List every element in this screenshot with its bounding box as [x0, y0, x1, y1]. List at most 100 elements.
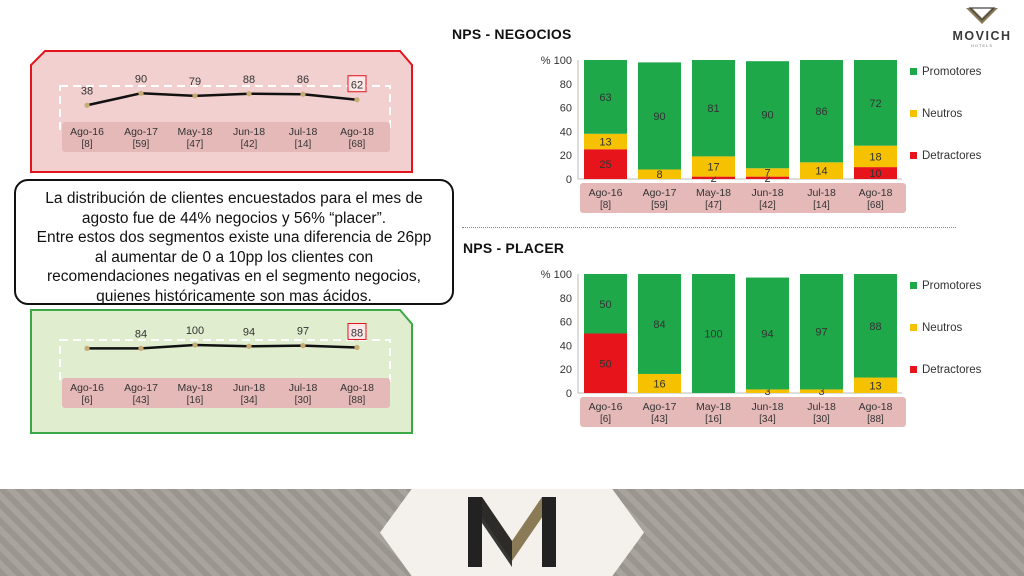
- bar-value-label: 84: [653, 319, 665, 331]
- bar-value-label: 72: [869, 98, 881, 110]
- y-tick-label: 0: [566, 174, 572, 186]
- y-tick-label: 80: [560, 293, 572, 305]
- sample-size-label: [42]: [759, 200, 776, 211]
- nps-point: [84, 102, 90, 108]
- y-tick-label: 40: [560, 126, 572, 138]
- sample-size-label: [43]: [651, 414, 668, 425]
- sample-size-label: [88]: [867, 414, 884, 425]
- bar-segment-detractores: [584, 149, 627, 179]
- negocios-panel-frame: [30, 50, 413, 173]
- category-label: May-18: [177, 126, 212, 138]
- summary-callout: La distribución de clientes encuestados …: [14, 179, 454, 305]
- nps-value-label: 100: [186, 325, 204, 337]
- bar-segment-promotores: [854, 274, 897, 378]
- nps-value-label: 88: [351, 328, 363, 340]
- y-tick-label: 80: [560, 79, 572, 91]
- sample-size-label: [34]: [759, 414, 776, 425]
- bar-value-label: 90: [653, 111, 665, 123]
- negocios-title: NPS - NEGOCIOS: [452, 26, 572, 42]
- y-tick-label: 60: [560, 317, 572, 329]
- y-tick-label: % 100: [541, 55, 572, 67]
- category-label: May-18: [177, 382, 212, 394]
- legend-swatch: [910, 110, 917, 117]
- nps-point: [192, 342, 198, 348]
- category-label: Ago-17: [643, 187, 677, 199]
- sample-size-label: [6]: [81, 395, 92, 406]
- bar-value-label: 100: [704, 329, 722, 341]
- legend-label: Promotores: [922, 66, 982, 78]
- category-label: Ago-16: [589, 187, 623, 199]
- highlight-box: [347, 75, 367, 93]
- bar-value-label: 50: [599, 358, 611, 370]
- bar-segment-neutros: [746, 168, 789, 177]
- bar-segment-promotores: [638, 62, 681, 170]
- bar-value-label: 16: [653, 378, 665, 390]
- category-label: Ago-18: [340, 126, 374, 138]
- sample-size-label: [8]: [81, 139, 92, 150]
- bar-value-label: 97: [815, 327, 827, 339]
- bar-segment-detractores: [584, 333, 627, 393]
- legend-label: Neutros: [922, 108, 963, 120]
- bar-segment-detractores: [854, 167, 897, 179]
- bar-segment-promotores: [692, 60, 735, 157]
- category-axis-box: [580, 183, 906, 213]
- bar-value-label: 3: [764, 386, 770, 398]
- category-axis-box: [62, 378, 390, 408]
- y-tick-label: 20: [560, 150, 572, 162]
- footer-band: [0, 489, 1024, 576]
- bar-segment-promotores: [800, 274, 843, 390]
- nps-value-label: 90: [135, 73, 147, 85]
- footer-logo-icon: [468, 497, 556, 567]
- legend-swatch: [910, 366, 917, 373]
- sample-size-label: [43]: [133, 395, 150, 406]
- sample-size-label: [16]: [705, 414, 722, 425]
- category-label: May-18: [696, 187, 731, 199]
- callout-line: agosto fue de 44% negocios y 56% “placer…: [81, 209, 387, 227]
- nps-point: [300, 343, 306, 349]
- bar-segment-detractores: [692, 176, 735, 179]
- callout-line: La distribución de clientes encuestados …: [45, 190, 423, 207]
- y-tick-label: 60: [560, 103, 572, 115]
- callout-line: al aumentar de 0 a 10pp los clientes con: [94, 248, 374, 266]
- sample-size-label: [34]: [241, 395, 258, 406]
- category-label: Ago-16: [589, 401, 623, 413]
- bar-segment-neutros: [854, 145, 897, 168]
- category-label: Ago-17: [124, 126, 158, 138]
- category-label: Ago-16: [70, 126, 104, 138]
- nps-point: [138, 345, 144, 351]
- callout-line: recomendaciones negativas en el segmento…: [47, 268, 421, 285]
- bar-segment-neutros: [692, 156, 735, 177]
- nps-point: [192, 93, 198, 99]
- footer-logo-plate: [380, 489, 644, 576]
- bar-segment-neutros: [746, 389, 789, 393]
- section-divider: [462, 227, 956, 228]
- sample-size-label: [30]: [813, 414, 830, 425]
- bar-segment-neutros: [854, 377, 897, 393]
- sample-size-label: [68]: [349, 139, 366, 150]
- legend-swatch: [910, 152, 917, 159]
- highlight-box: [347, 323, 367, 341]
- legend-label: Promotores: [922, 280, 982, 292]
- category-label: Jun-18: [751, 401, 783, 413]
- sample-size-label: [47]: [705, 200, 722, 211]
- category-label: Jul-18: [807, 187, 836, 199]
- bar-segment-promotores: [800, 60, 843, 163]
- placer-title: NPS - PLACER: [463, 240, 565, 256]
- bar-segment-neutros: [638, 169, 681, 179]
- nps-line: [87, 343, 358, 350]
- sample-size-label: [47]: [187, 139, 204, 150]
- category-label: Jun-18: [751, 187, 783, 199]
- sample-size-label: [59]: [651, 200, 668, 211]
- bar-value-label: 50: [599, 299, 611, 311]
- bar-value-label: 2: [710, 173, 716, 185]
- bar-value-label: 7: [764, 167, 770, 179]
- negocios-line-panel: 38 90 79 88 86 62 Ago-16[8] Ago-17[59] May-18[47…: [30, 50, 413, 173]
- bar-value-label: 8: [656, 169, 662, 181]
- category-label: Jul-18: [289, 126, 318, 138]
- bar-value-label: 2: [764, 173, 770, 185]
- nps-value-label: 84: [135, 328, 147, 340]
- category-axis-box: [580, 397, 906, 427]
- bar-value-label: 17: [707, 162, 719, 174]
- bar-value-label: 18: [869, 151, 881, 163]
- category-label: Ago-18: [340, 382, 374, 394]
